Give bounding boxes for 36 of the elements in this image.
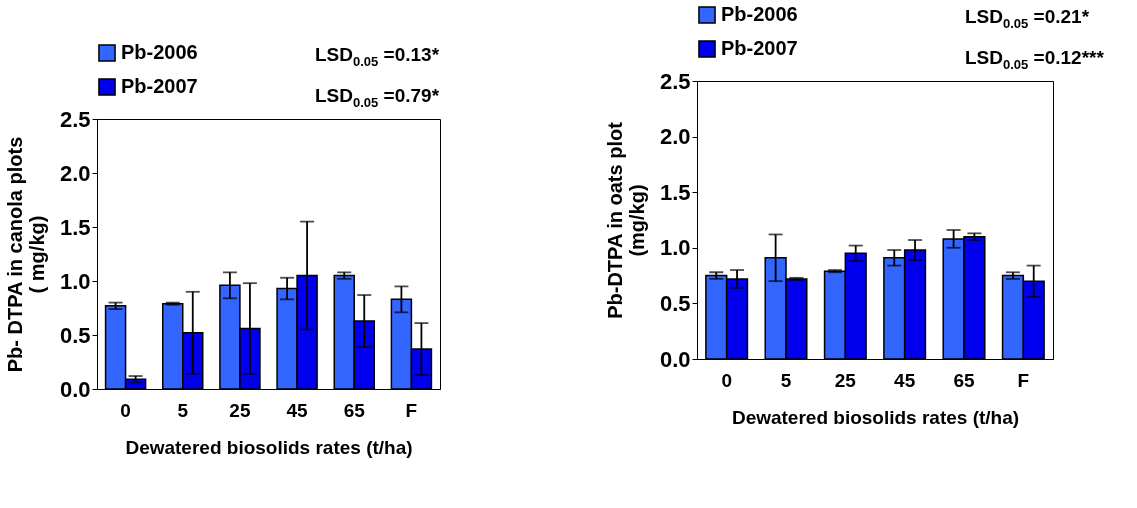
- y-tick-label: 2.5: [59, 106, 91, 132]
- legend-label: Pb-2007: [721, 37, 798, 59]
- y-axis-title: Pb-DTPA in oats plot (mg/kg): [603, 121, 648, 319]
- text: LSD$_{0.05}$ =0.79*: [315, 83, 440, 112]
- legend-label: Pb-2007: [121, 75, 198, 97]
- x-tick-label: 5: [780, 369, 792, 391]
- x-tick-label: 65: [343, 399, 366, 421]
- text: LSD$_{0.05}$ =0.21*: [965, 5, 1091, 33]
- x-axis-title: Dewatered biosolids rates (t/ha): [125, 436, 413, 458]
- y-tick-label: 2.0: [59, 160, 91, 186]
- y-tick-label: 2.5: [659, 68, 691, 94]
- x-tick-label: 45: [894, 369, 916, 391]
- y-tick-label: 0.5: [659, 290, 691, 316]
- y-axis-title: Pb- DTPA in canola plots ( mg/kg): [3, 136, 48, 373]
- y-tick-label: 1.5: [59, 214, 91, 240]
- x-axis-title: Dewatered biosolids rates (t/ha): [731, 406, 1020, 428]
- text: LSD$_{0.05}$ =0.12***: [965, 45, 1104, 74]
- text: LSD$_{0.05}$ =0.13*: [315, 43, 440, 71]
- y-tick-label: 0.5: [59, 322, 91, 348]
- x-tick-label: 25: [834, 369, 857, 391]
- y-tick-label: 1.5: [659, 179, 691, 205]
- y-tick-label: 2.0: [659, 124, 691, 150]
- x-tick-label: 0: [721, 369, 732, 391]
- legend-label: Pb-2006: [721, 3, 798, 25]
- legend-label: Pb-2006: [121, 41, 198, 63]
- x-tick-label: 45: [286, 399, 309, 421]
- x-tick-label: F: [405, 399, 418, 421]
- y-tick-label: 0.0: [659, 346, 691, 372]
- y-tick-label: 1.0: [59, 268, 91, 294]
- x-tick-label: 25: [229, 399, 251, 421]
- y-tick-label: 0.0: [59, 376, 91, 402]
- x-tick-label: 0: [120, 399, 131, 421]
- y-tick-label: 1.0: [659, 235, 691, 261]
- x-tick-label: 65: [953, 369, 975, 391]
- x-tick-label: 5: [177, 399, 189, 421]
- x-tick-label: F: [1017, 369, 1030, 391]
